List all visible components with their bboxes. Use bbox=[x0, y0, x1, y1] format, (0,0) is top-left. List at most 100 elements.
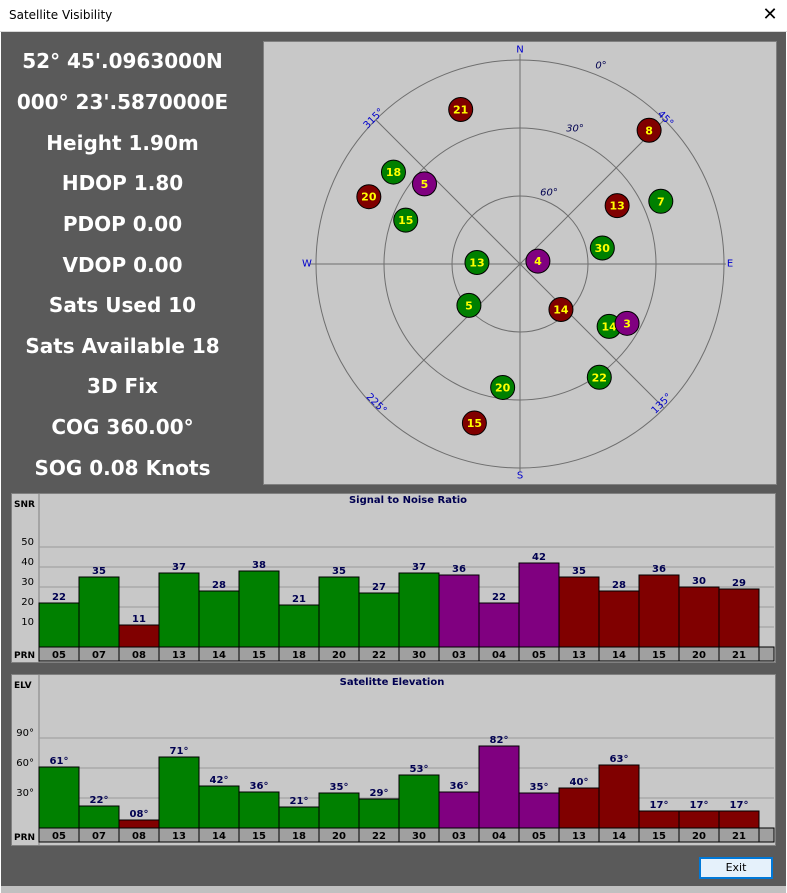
bar-value-label: 27 bbox=[372, 582, 386, 593]
fix-status-readout: 3D Fix bbox=[87, 374, 158, 398]
bar bbox=[158, 756, 200, 829]
snr-axis-label: SNR bbox=[14, 500, 35, 510]
bar-value-label: 35° bbox=[330, 782, 349, 793]
elevation-chart-panel: ELV Satelitte Elevation 30° 60° 90° 61° 05 2… bbox=[11, 674, 776, 846]
bar-group: 35° 20 bbox=[318, 782, 360, 843]
vdop-readout: VDOP 0.00 bbox=[62, 253, 183, 277]
bar-group: 82° 04 bbox=[478, 735, 520, 843]
satellite-marker[interactable]: 22 bbox=[586, 364, 612, 390]
satellite-marker[interactable]: 13 bbox=[604, 193, 630, 219]
prn-label: 08 bbox=[132, 650, 146, 661]
bar bbox=[478, 745, 520, 829]
compass-west-label: W bbox=[302, 259, 312, 270]
prn-label: 08 bbox=[132, 831, 146, 842]
bar-group: 42 05 bbox=[518, 552, 560, 662]
satellite-prn-label: 21 bbox=[453, 104, 468, 117]
bar-value-label: 36 bbox=[652, 564, 666, 575]
prn-label: 05 bbox=[532, 831, 546, 842]
bar-value-label: 42 bbox=[532, 552, 546, 563]
compass-east-label: E bbox=[727, 259, 733, 270]
prn-label: 13 bbox=[572, 650, 586, 661]
prn-label: 13 bbox=[172, 831, 186, 842]
bar-group: 61° 05 bbox=[38, 756, 80, 843]
bar-value-label: 36 bbox=[452, 564, 466, 575]
compass-north-label: N bbox=[516, 45, 523, 56]
satellite-marker[interactable]: 15 bbox=[461, 410, 487, 436]
satellite-marker[interactable]: 14 bbox=[548, 296, 574, 322]
bar-value-label: 22 bbox=[52, 592, 66, 603]
satellite-prn-label: 18 bbox=[386, 166, 401, 179]
bar-group: 63° 14 bbox=[598, 754, 640, 843]
bar-group: 42° 14 bbox=[198, 775, 240, 843]
satellite-marker[interactable]: 30 bbox=[589, 235, 615, 261]
prn-label: 14 bbox=[612, 831, 626, 842]
snr-chart: SNR Signal to Noise Ratio 10 20 30 40 50 22 0… bbox=[14, 494, 775, 662]
satellite-prn-label: 8 bbox=[645, 124, 653, 137]
bar-value-label: 11 bbox=[132, 614, 146, 625]
bar-value-label: 53° bbox=[410, 764, 429, 775]
satellite-marker[interactable]: 8 bbox=[636, 117, 662, 143]
satellite-marker[interactable]: 13 bbox=[464, 249, 490, 275]
bar bbox=[238, 791, 280, 829]
satellite-marker[interactable]: 7 bbox=[648, 188, 674, 214]
satellite-marker[interactable]: 18 bbox=[380, 159, 406, 185]
bar-group: 53° 30 bbox=[398, 764, 440, 843]
prn-label: 07 bbox=[92, 831, 106, 842]
satellite-dot bbox=[380, 159, 406, 185]
satellite-dot bbox=[393, 207, 419, 233]
bar bbox=[718, 588, 760, 648]
bar bbox=[278, 604, 320, 648]
bar-group: 35 07 bbox=[78, 566, 120, 662]
bar bbox=[318, 792, 360, 829]
bar-value-label: 28 bbox=[212, 580, 226, 591]
bar bbox=[678, 586, 720, 648]
y-tick-label: 50 bbox=[21, 537, 34, 548]
bar-value-label: 17° bbox=[650, 800, 669, 811]
satellite-marker[interactable]: 3 bbox=[614, 310, 640, 336]
prn-label: 04 bbox=[492, 831, 506, 842]
latitude-readout: 52° 45'.0963000N bbox=[22, 49, 223, 73]
satellite-prn-label: 5 bbox=[421, 178, 429, 191]
bar-group: 22 04 bbox=[478, 592, 520, 662]
satellite-marker[interactable]: 21 bbox=[448, 97, 474, 123]
bar-group: 35 13 bbox=[558, 566, 600, 662]
bar bbox=[598, 764, 640, 829]
satellite-prn-label: 14 bbox=[553, 303, 569, 316]
bar bbox=[558, 576, 600, 648]
exit-button[interactable]: Exit bbox=[699, 857, 773, 879]
satellite-dot bbox=[589, 235, 615, 261]
satellite-dot bbox=[448, 97, 474, 123]
satellite-marker[interactable]: 20 bbox=[490, 374, 516, 400]
title-bar: Satellite Visibility ✕ bbox=[0, 0, 787, 32]
close-icon[interactable]: ✕ bbox=[762, 4, 778, 25]
bar-group: 36 15 bbox=[638, 564, 680, 662]
bar-value-label: 82° bbox=[490, 735, 509, 746]
height-readout: Height 1.90m bbox=[46, 131, 199, 155]
satellite-dot bbox=[614, 310, 640, 336]
bar-group: 22° 07 bbox=[78, 795, 120, 843]
satellite-marker[interactable]: 5 bbox=[411, 171, 437, 197]
prn-label: 14 bbox=[212, 831, 226, 842]
prn-label: 15 bbox=[652, 650, 666, 661]
bottom-status-strip bbox=[1, 886, 786, 893]
azimuth-135-label: 135° bbox=[650, 392, 675, 417]
satellite-marker[interactable]: 20 bbox=[356, 184, 382, 210]
satellite-dot bbox=[586, 364, 612, 390]
bar bbox=[318, 576, 360, 648]
bar-group: 36 03 bbox=[438, 564, 480, 662]
satellite-marker[interactable]: 15 bbox=[393, 207, 419, 233]
bar bbox=[118, 819, 160, 829]
bar bbox=[78, 805, 120, 829]
bar-group: 40° 13 bbox=[558, 777, 600, 843]
bar-value-label: 35 bbox=[332, 566, 346, 577]
satellite-prn-label: 30 bbox=[595, 242, 611, 255]
satellite-marker[interactable]: 4 bbox=[525, 248, 551, 274]
bar-group: 17° 21 bbox=[718, 800, 760, 843]
satellite-marker[interactable]: 5 bbox=[456, 292, 482, 318]
bar-group: 21° 18 bbox=[278, 796, 320, 843]
bar-value-label: 40° bbox=[570, 777, 589, 788]
bar-value-label: 28 bbox=[612, 580, 626, 591]
bar bbox=[598, 590, 640, 648]
satellite-prn-label: 15 bbox=[467, 417, 482, 430]
bar-group: 36° 15 bbox=[238, 781, 280, 843]
